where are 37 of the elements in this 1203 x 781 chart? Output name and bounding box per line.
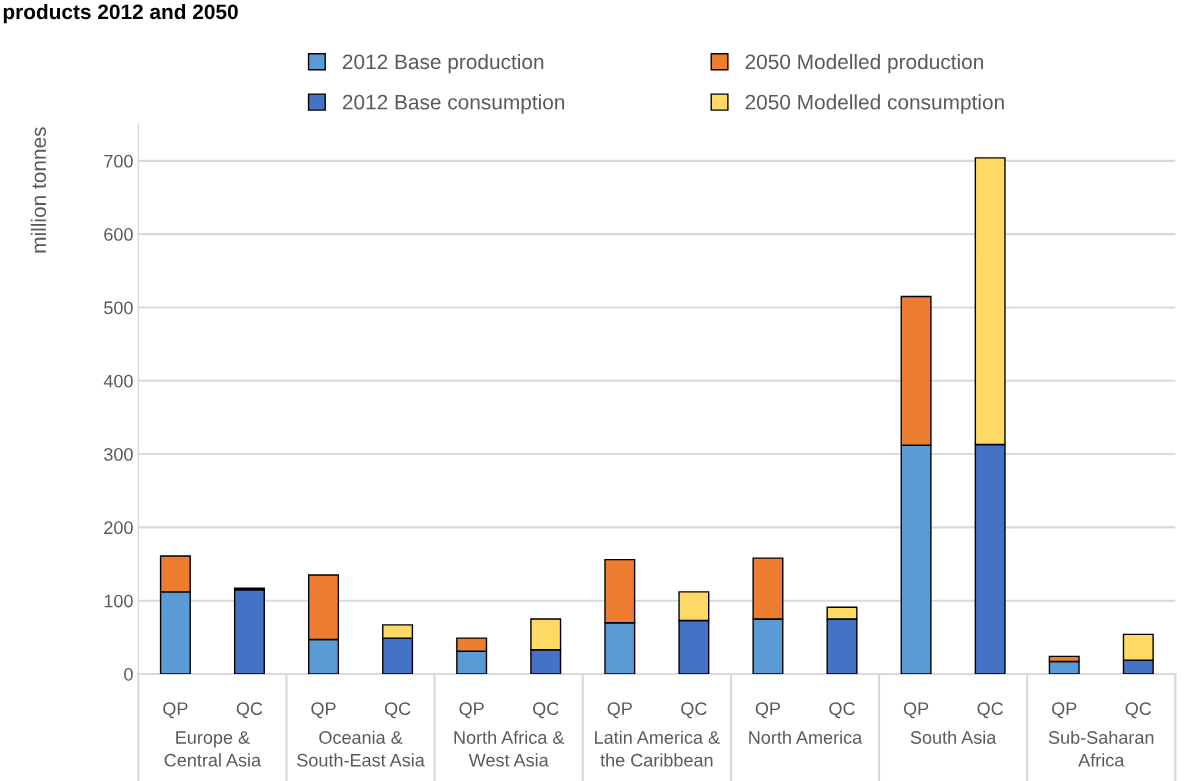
legend-label: 2050 Modelled consumption [745, 94, 1004, 114]
legend-label: 2012 Base consumption [342, 94, 565, 114]
text: Oceania & South-East Asia [297, 730, 425, 767]
legend-label: 2012 Base production [342, 53, 544, 74]
x-tick-label: QC [384, 702, 411, 719]
y-tick-label: 400 [103, 374, 133, 388]
bar [1048, 660, 1080, 674]
y-tick-label: 700 [104, 154, 133, 168]
y-tick-label: 300 [104, 448, 133, 461]
x-tick-label: QP [459, 702, 484, 719]
x-tick-label: QP [607, 702, 632, 719]
x-tick-label: QC [236, 702, 263, 719]
y-tick-label: 600 [104, 228, 133, 241]
x-tick-label: QP [755, 702, 781, 719]
x-tick-label: QC [681, 702, 707, 719]
text: Sub-Saharan Africa [1048, 730, 1154, 767]
chart-title: products 2012 and 2050 [3, 3, 238, 24]
y-tick-label: 200 [104, 521, 133, 535]
bar [233, 589, 265, 674]
text: North America [749, 730, 863, 744]
y-axis-title: million tonnes [30, 127, 47, 253]
y-tick-label: 500 [104, 301, 133, 315]
text: Latin America & the Caribbean [595, 730, 720, 767]
x-tick-label: QP [311, 702, 336, 719]
y-tick-label: 0 [124, 667, 133, 681]
x-tick-label: QP [1052, 702, 1077, 719]
y-tick-label: 100 [104, 594, 133, 608]
x-tick-label: QC [829, 702, 855, 719]
x-tick-label: QC [533, 702, 559, 719]
text: Europe & Central Asia [164, 731, 262, 767]
x-tick-label: QP [163, 702, 188, 719]
text: North Africa & West Asia [454, 730, 565, 767]
legend-label: 2050 Modelled production [745, 53, 983, 74]
x-tick-label: QP [903, 702, 929, 719]
x-tick-label: QC [1125, 702, 1152, 719]
text: South Asia [910, 730, 997, 744]
x-tick-label: QC [977, 702, 1004, 719]
